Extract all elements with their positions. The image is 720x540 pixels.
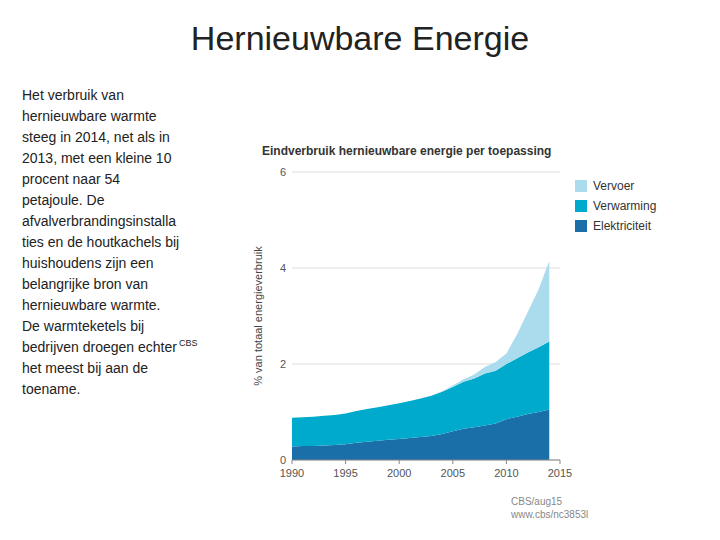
body-text: procent naar 54 — [22, 171, 120, 187]
body-text: Het verbruik van — [22, 87, 124, 103]
legend-entry: Verwarming — [593, 199, 656, 213]
plot-area — [292, 261, 549, 460]
superscript: CBS — [179, 338, 198, 348]
area — [292, 261, 549, 418]
x-tick — [399, 460, 400, 464]
source-text: www.cbs/nc3853l — [510, 509, 588, 520]
x-tick — [506, 460, 507, 464]
x-tick-label: 2000 — [387, 467, 411, 479]
x-tick-label: 1995 — [333, 467, 357, 479]
y-tick-label: 0 — [280, 454, 286, 466]
body-text: 2013, met een kleine 10 — [22, 150, 172, 166]
body-text: ties en de houtkachels bij — [22, 234, 179, 250]
source-text: CBS/aug15 — [511, 496, 563, 507]
body-text: toename. — [22, 381, 80, 397]
body-text: huishoudens zijn een — [22, 255, 154, 271]
x-tick — [345, 460, 346, 464]
y-tick-label: 4 — [280, 262, 286, 274]
body-text: hernieuwbare warmte — [22, 108, 157, 124]
grid-line — [292, 460, 560, 461]
x-tick-label: 2015 — [548, 467, 572, 479]
body-text: hernieuwbare warmte. — [22, 297, 161, 313]
body-text: bedrijven droegen echter — [22, 339, 177, 355]
page: Hernieuwbare Energie Het verbruik van hern… — [0, 0, 720, 540]
y-axis-label: % van totaal energieverbruik — [252, 246, 264, 386]
grid-line — [292, 172, 560, 173]
y-tick-label: 6 — [280, 166, 286, 178]
y-tick-label: 2 — [280, 358, 286, 370]
legend-swatch — [575, 220, 587, 232]
x-tick — [292, 460, 293, 464]
legend-entry: Elektriciteit — [593, 219, 652, 233]
legend-swatch — [575, 200, 587, 212]
x-tick-label: 2010 — [494, 467, 518, 479]
body-text: steeg in 2014, net als in — [22, 129, 170, 145]
grid — [292, 172, 560, 460]
x-tick — [452, 460, 453, 464]
chart-title: Eindverbruik hernieuwbare energie per to… — [262, 144, 551, 158]
body-text: belangrijke bron van — [22, 276, 148, 292]
x-tick — [560, 460, 561, 464]
legend-entry: Vervoer — [593, 179, 634, 193]
legend: Vervoer Verwarming Elektriciteit — [575, 179, 656, 233]
grid-line — [292, 268, 560, 269]
page-title: Hernieuwbare Energie — [191, 19, 529, 57]
body-text: petajoule. De — [22, 192, 105, 208]
x-tick-label: 1990 — [280, 467, 304, 479]
body-text: De warmteketels bij — [22, 318, 144, 334]
x-axis — [292, 460, 560, 461]
legend-swatch — [575, 180, 587, 192]
x-tick-label: 2005 — [441, 467, 465, 479]
body-text: afvalverbrandingsinstalla — [22, 213, 176, 229]
body-text: het meest bij aan de — [22, 360, 148, 376]
